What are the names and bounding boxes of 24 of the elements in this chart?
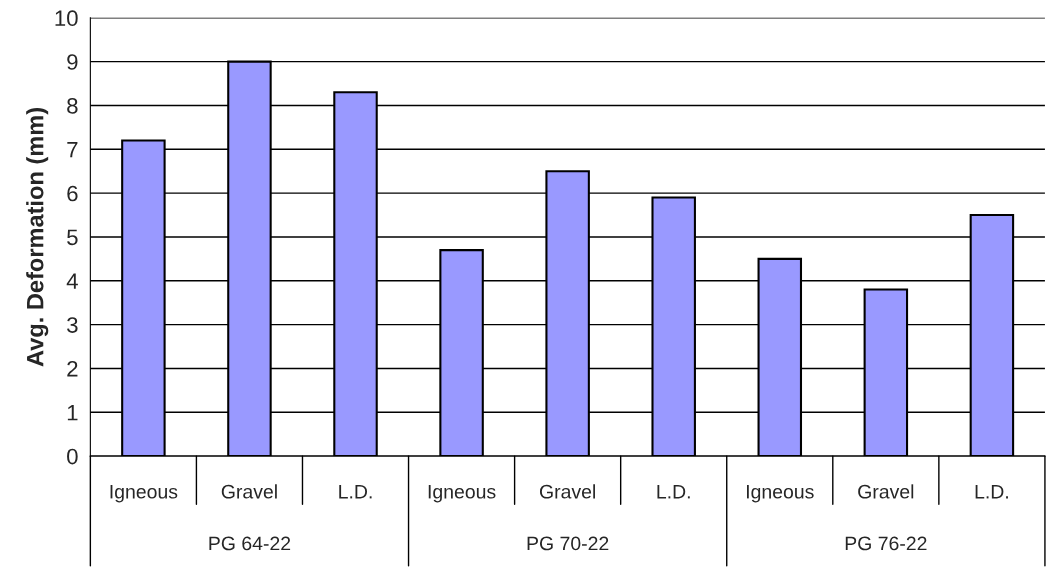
x-tick-label: L.D. (339, 485, 372, 499)
x-tick-label: Gravel (221, 484, 277, 499)
y-tick-label: 3 (67, 317, 78, 333)
x-tick-label: Gravel (539, 484, 595, 499)
x-tick-label: Igneous (428, 485, 496, 503)
text: PG 76-22 (845, 536, 927, 551)
y-tick-label: 2 (67, 360, 78, 377)
y-tick-label: 10 (55, 10, 78, 27)
y-tick-label: 4 (66, 273, 78, 289)
text: PG 64-22 (209, 536, 291, 551)
y-axis-title: Avg. Deformation (mm) (26, 108, 49, 367)
x-tick-label: L.D. (657, 485, 690, 499)
text: PG 70-22 (527, 536, 609, 551)
y-tick-label: 6 (67, 185, 78, 202)
x-tick-label: Gravel (858, 484, 914, 499)
y-tick-label: 1 (67, 405, 78, 421)
x-tick-label: Igneous (110, 485, 178, 503)
y-tick-label: 5 (67, 229, 78, 246)
x-tick-label: Igneous (746, 485, 814, 503)
y-tick-label: 8 (67, 97, 78, 114)
y-tick-label: 7 (67, 142, 78, 158)
y-tick-label: 0 (67, 448, 78, 465)
x-tick-label: L.D. (975, 485, 1008, 499)
y-tick-label: 9 (67, 54, 78, 70)
